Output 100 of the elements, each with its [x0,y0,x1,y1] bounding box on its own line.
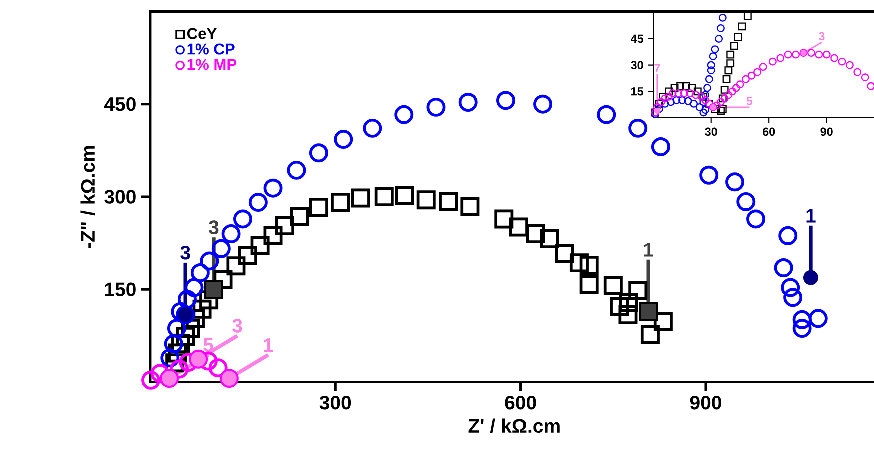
legend-label: 1% CP [188,44,235,55]
point [395,186,414,206]
point [803,270,818,286]
point [290,207,310,226]
y-tick-label: 45 [630,34,644,44]
point [628,281,648,300]
point [692,91,700,100]
point [619,293,638,312]
point [726,172,745,192]
legend-label: 1% MP [188,59,237,70]
point [784,288,803,308]
x-tick-label: 900 [690,396,722,410]
point [702,106,710,114]
y-tick-label: 30 [631,61,644,70]
point [167,318,186,338]
point [694,88,702,96]
annotation: 1 [264,338,274,352]
x-axis-title: Z' / kΩ.cm [468,418,560,434]
x-tick-label: 90 [820,128,833,136]
point [674,89,683,98]
point [170,360,189,379]
point [713,102,722,110]
point [248,193,268,212]
point [726,60,735,68]
annotation: 3 [209,220,219,234]
point [768,58,777,66]
point [781,278,800,298]
point [654,108,661,114]
point [640,325,660,344]
point [394,105,414,124]
point [774,258,794,278]
point [748,72,756,80]
point [570,254,589,273]
point [540,229,560,248]
point [331,193,350,212]
legend-label: CeY [187,28,217,40]
point [618,305,638,324]
point [680,89,688,98]
point [580,275,599,294]
annotation: 3 [180,246,190,260]
point [666,98,675,106]
point [150,364,170,384]
y-tick-label: 150 [105,282,136,296]
point [715,34,724,43]
y-tick-label: 450 [104,97,136,112]
point [744,12,752,20]
point [700,166,719,185]
point [439,192,458,212]
point [776,54,785,62]
point [722,75,731,84]
x-tick-label: 60 [763,128,776,136]
point [807,49,816,57]
point [190,263,210,282]
point [778,226,798,246]
point [734,33,742,42]
point [711,46,720,54]
point [838,58,846,66]
annotation: 1 [806,209,816,223]
point [494,210,514,229]
y-tick-label: 300 [104,190,136,204]
point [754,68,762,76]
point [759,63,768,72]
point [264,226,283,246]
point [717,24,725,32]
y-tick-label: 15 [632,88,644,96]
point [214,270,233,290]
x-tick-label: 30 [705,128,718,136]
point [334,130,354,149]
point [704,84,712,92]
point [709,52,718,60]
point [724,91,733,100]
point [676,82,685,90]
point [854,68,862,76]
annotation: 5 [746,97,753,106]
point [690,100,698,108]
point [276,216,294,236]
point [264,178,283,198]
point [732,84,740,92]
point [509,218,528,237]
point [309,198,328,217]
point [555,244,574,264]
point [250,236,270,256]
point [668,89,677,98]
point [678,96,686,104]
point [208,358,228,378]
point [830,54,839,62]
point [670,84,679,92]
point [717,106,725,115]
point [534,94,553,114]
point [351,188,370,208]
point [234,210,252,229]
point [728,88,736,96]
point [696,103,704,112]
point [226,256,246,276]
annotation: 1 [644,243,654,257]
point [822,50,831,59]
point [742,75,750,84]
point [309,144,328,163]
point [861,74,870,82]
point [717,98,725,106]
